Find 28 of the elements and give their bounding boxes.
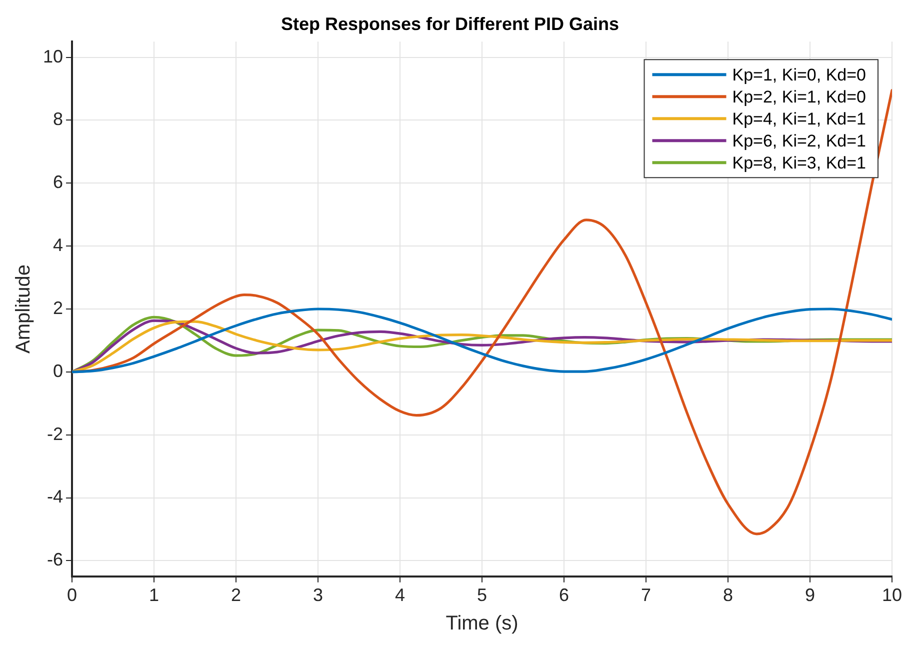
y-tick-label: 4 — [53, 235, 64, 256]
x-tick-label: 5 — [477, 585, 488, 606]
y-tick-label: 6 — [53, 172, 64, 192]
y-tick-label: -6 — [47, 550, 64, 570]
x-tick-label: 6 — [559, 585, 570, 606]
chart-title: Step Responses for Different PID Gains — [280, 14, 620, 34]
y-tick-label: 0 — [53, 360, 64, 381]
x-tick-label: 8 — [722, 585, 734, 606]
x-tick-label: 3 — [313, 585, 324, 606]
x-tick-label: 7 — [641, 585, 652, 606]
legend-label: Kp=1, Ki=0, Kd=0 — [732, 65, 866, 84]
x-tick-label: 4 — [395, 585, 406, 606]
y-tick-label: 10 — [42, 46, 64, 66]
y-tick-label: -4 — [47, 486, 64, 507]
y-axis-title: Amplitude — [12, 264, 35, 354]
x-tick-label: 1 — [149, 585, 160, 606]
y-tick-label: 2 — [53, 298, 64, 318]
y-tick-label: -2 — [47, 424, 64, 444]
y-tick-label: 8 — [53, 109, 64, 130]
legend-label: Kp=4, Ki=1, Kd=1 — [732, 109, 866, 128]
legend-label: Kp=6, Ki=2, Kd=1 — [732, 131, 866, 150]
x-tick-label: 0 — [67, 585, 78, 606]
legend-label: Kp=8, Ki=3, Kd=1 — [732, 153, 866, 172]
x-tick-label: 10 — [882, 585, 902, 606]
x-tick-label: 2 — [231, 585, 242, 606]
x-tick-label: 9 — [804, 585, 816, 606]
legend-label: Kp=2, Ki=1, Kd=0 — [732, 87, 866, 106]
x-axis-title: Time (s) — [446, 612, 518, 635]
